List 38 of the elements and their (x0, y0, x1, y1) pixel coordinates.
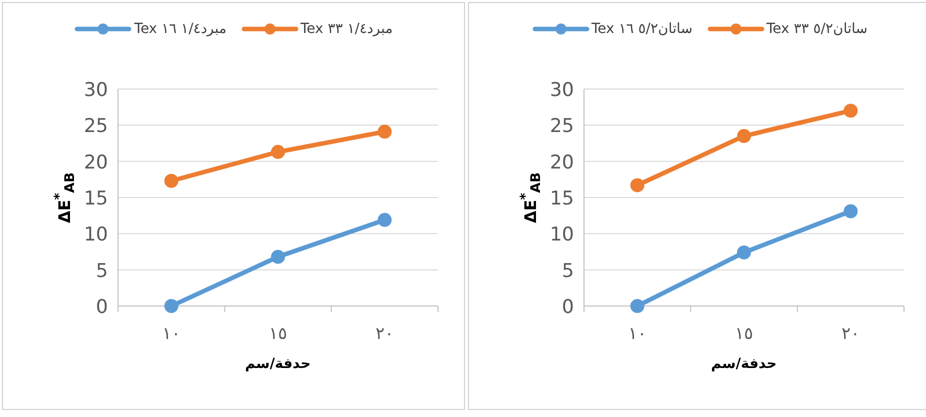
x-tick-label: ٢٠ (376, 324, 394, 344)
y-tick-label: 20 (550, 151, 574, 174)
legend-label: مبرد١/٤ ١٦ Tex (134, 21, 226, 37)
y-tick-label: 10 (550, 224, 574, 246)
legend-label: ساتان٥/٢ ١٦ Tex (592, 21, 692, 37)
y-tick-label: 30 (550, 79, 574, 101)
x-axis-title: حدفة/سم (711, 356, 777, 372)
point (844, 204, 858, 218)
legend-label: مبرد١/٤ ٣٣ Tex (300, 21, 393, 37)
y-tick-label: 5 (96, 260, 108, 282)
x-tick-label: ١٠ (162, 324, 180, 344)
y-tick-label: 25 (84, 115, 108, 138)
point (271, 144, 285, 159)
point (630, 299, 644, 313)
point (844, 104, 858, 118)
legend-label: ساتان٥/٢ ٣٣ Tex (766, 21, 868, 37)
y-tick-label: 25 (550, 115, 574, 138)
point (737, 129, 751, 144)
point (164, 299, 178, 313)
y-tick-label: 0 (562, 296, 574, 318)
y-tick-label: 10 (84, 224, 108, 246)
point (378, 212, 392, 227)
y-tick-label: 30 (84, 79, 108, 101)
point (737, 245, 751, 260)
y-tick-label: 0 (96, 296, 108, 318)
y-tick-label: 15 (84, 188, 108, 210)
point (630, 178, 644, 192)
x-tick-label: ٢٠ (842, 324, 860, 344)
point (164, 174, 178, 188)
y-tick-label: 15 (550, 188, 574, 210)
y-tick-label: 5 (562, 260, 574, 282)
point (378, 124, 392, 139)
y-tick-label: 20 (84, 151, 108, 174)
x-tick-label: ١٥ (268, 324, 288, 344)
point (271, 250, 285, 264)
x-axis-title: حدفة/سم (245, 356, 311, 372)
x-tick-label: ١٥ (734, 324, 754, 344)
x-tick-label: ١٠ (628, 324, 646, 344)
